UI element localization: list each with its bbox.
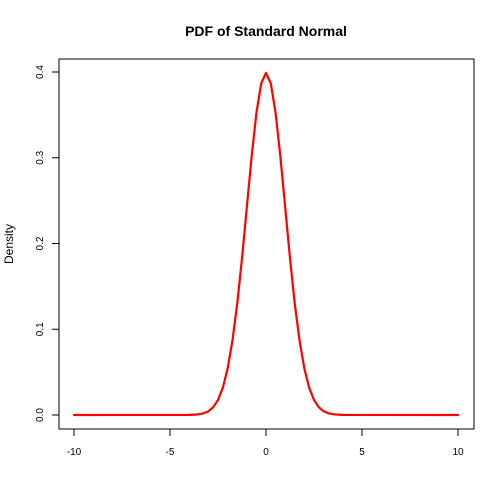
y-tick-label: 0.2 bbox=[35, 236, 46, 250]
y-tick-label: 0.1 bbox=[35, 322, 46, 336]
x-tick-label: 5 bbox=[359, 447, 365, 458]
x-tick-label: 0 bbox=[263, 447, 269, 458]
y-tick-label: 0.3 bbox=[35, 150, 46, 164]
y-axis-label: Density bbox=[2, 224, 16, 264]
series-line bbox=[72, 71, 460, 417]
plot-frame bbox=[58, 58, 475, 430]
y-axis: 0.0 0.1 0.2 0.3 0.4 bbox=[35, 65, 60, 422]
x-axis: -10 -5 0 5 10 bbox=[67, 428, 464, 458]
chart-title: PDF of Standard Normal bbox=[185, 23, 347, 39]
y-tick-label: 0.0 bbox=[35, 408, 46, 422]
x-tick-label: 10 bbox=[452, 447, 464, 458]
series-layer bbox=[72, 71, 460, 417]
y-tick-label: 0.4 bbox=[35, 65, 46, 79]
x-tick-label: -5 bbox=[166, 447, 175, 458]
x-tick-label: -10 bbox=[67, 447, 82, 458]
